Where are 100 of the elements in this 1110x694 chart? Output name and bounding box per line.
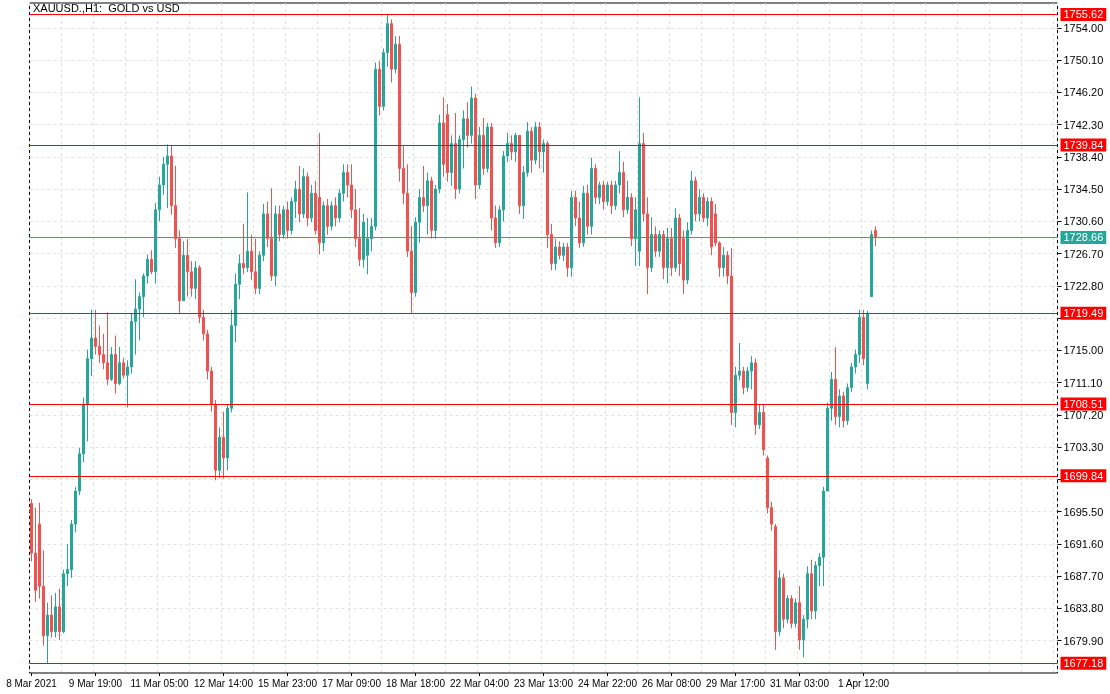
candlestick <box>586 184 589 236</box>
x-tick-label: 1 Apr 12:00 <box>837 677 890 689</box>
y-tick-label: 1730.60 <box>1063 215 1104 228</box>
candlestick <box>330 201 333 231</box>
candlestick <box>778 569 781 637</box>
y-tick-label: 1738.40 <box>1063 150 1104 163</box>
candlestick <box>486 122 489 174</box>
candlestick <box>470 86 473 145</box>
candlestick <box>558 240 561 260</box>
candlestick <box>302 167 305 219</box>
candlestick <box>654 225 657 258</box>
candlestick <box>782 573 785 629</box>
y-tick-label: 1695.50 <box>1063 505 1104 518</box>
candlestick <box>510 134 513 161</box>
candlestick <box>694 176 697 222</box>
candlestick <box>530 126 533 174</box>
candlestick <box>838 388 841 428</box>
candlestick <box>182 240 185 302</box>
candlestick <box>166 143 169 209</box>
x-tick-label: 29 Mar 17:00 <box>706 677 766 689</box>
candlestick <box>710 196 713 256</box>
y-tick-label: 1691.60 <box>1063 537 1104 550</box>
candlestick <box>698 188 701 222</box>
candlestick <box>58 588 61 641</box>
x-tick-label: 31 Mar 03:00 <box>770 677 830 689</box>
ref-line-label: 1739.84 <box>1063 138 1104 151</box>
candlestick <box>670 227 673 277</box>
candlestick <box>54 592 57 638</box>
y-tick-label: 1746.20 <box>1063 86 1104 99</box>
candlestick <box>46 602 49 664</box>
candlestick <box>514 132 517 163</box>
y-tick-label: 1722.80 <box>1063 279 1104 292</box>
candlestick <box>750 355 753 390</box>
candlestick <box>430 176 433 240</box>
y-tick-label: 1711.10 <box>1063 376 1103 389</box>
candlestick <box>754 358 757 436</box>
candlestick <box>318 132 321 255</box>
x-tick-label: 17 Mar 09:00 <box>322 677 382 689</box>
candlestick <box>334 196 337 227</box>
candlestick <box>222 411 225 480</box>
ref-line-label: 1719.49 <box>1063 307 1104 320</box>
candlestick <box>598 181 601 205</box>
candlestick <box>706 196 709 227</box>
candlestick <box>630 192 633 247</box>
x-tick-label: 8 Mar 2021 <box>6 677 58 689</box>
x-tick-label: 11 Mar 05:00 <box>130 677 190 689</box>
candlestick <box>214 399 217 481</box>
ref-line-label: 1728.66 <box>1063 231 1104 244</box>
candlestick <box>862 309 865 366</box>
y-tick-label: 1687.70 <box>1063 570 1104 583</box>
candlestick <box>242 223 245 275</box>
candlestick <box>422 165 425 213</box>
y-tick-label: 1750.10 <box>1063 54 1104 67</box>
candlestick <box>286 201 289 240</box>
candlestick <box>254 238 257 295</box>
candlestick <box>218 426 221 479</box>
candlestick <box>442 96 445 178</box>
candlestick <box>562 242 565 262</box>
y-tick-label: 1734.50 <box>1063 183 1104 196</box>
ref-line-label: 1699.84 <box>1063 469 1104 482</box>
candlestick <box>610 180 613 215</box>
candlestick <box>534 121 537 165</box>
candlestick <box>538 121 541 169</box>
candlestick <box>810 559 813 620</box>
candlestick <box>310 184 313 223</box>
ref-line-label: 1677.18 <box>1063 657 1104 670</box>
candlestick <box>622 161 625 218</box>
candlestick <box>566 242 569 278</box>
candlestick <box>118 346 121 386</box>
candlestick <box>542 138 545 174</box>
x-tick-label: 9 Mar 19:00 <box>68 677 123 689</box>
candlestick <box>798 585 801 651</box>
y-tick-label: 1703.30 <box>1063 441 1104 454</box>
candlestick <box>594 163 597 205</box>
candlestick <box>742 366 745 395</box>
candlestick <box>298 165 301 223</box>
candlestick <box>426 172 429 236</box>
chart-title: XAUUSD.,H1: GOLD vs USD <box>33 1 180 14</box>
candlestick <box>454 112 457 200</box>
candlestick <box>50 594 53 638</box>
candlestick <box>186 238 189 298</box>
candlestick <box>606 181 609 207</box>
candlestick <box>874 225 877 247</box>
x-tick-label: 22 Mar 04:00 <box>450 677 510 689</box>
candlestick <box>326 198 329 236</box>
y-tick-label: 1715.00 <box>1063 344 1104 357</box>
y-tick-label: 1726.70 <box>1063 247 1104 260</box>
candlestick <box>114 335 117 394</box>
candlestick <box>394 35 397 74</box>
candlestick <box>662 229 665 280</box>
candlestick <box>518 134 521 215</box>
candlestick <box>794 598 797 629</box>
candlestick <box>106 311 109 386</box>
y-tick-label: 1679.90 <box>1063 634 1104 647</box>
y-tick-label: 1754.00 <box>1063 21 1104 34</box>
candlestick <box>626 180 629 215</box>
y-tick-label: 1742.30 <box>1063 118 1104 131</box>
candlestick <box>466 101 469 149</box>
candlestick <box>306 172 309 227</box>
x-tick-label: 26 Mar 08:00 <box>642 677 702 689</box>
